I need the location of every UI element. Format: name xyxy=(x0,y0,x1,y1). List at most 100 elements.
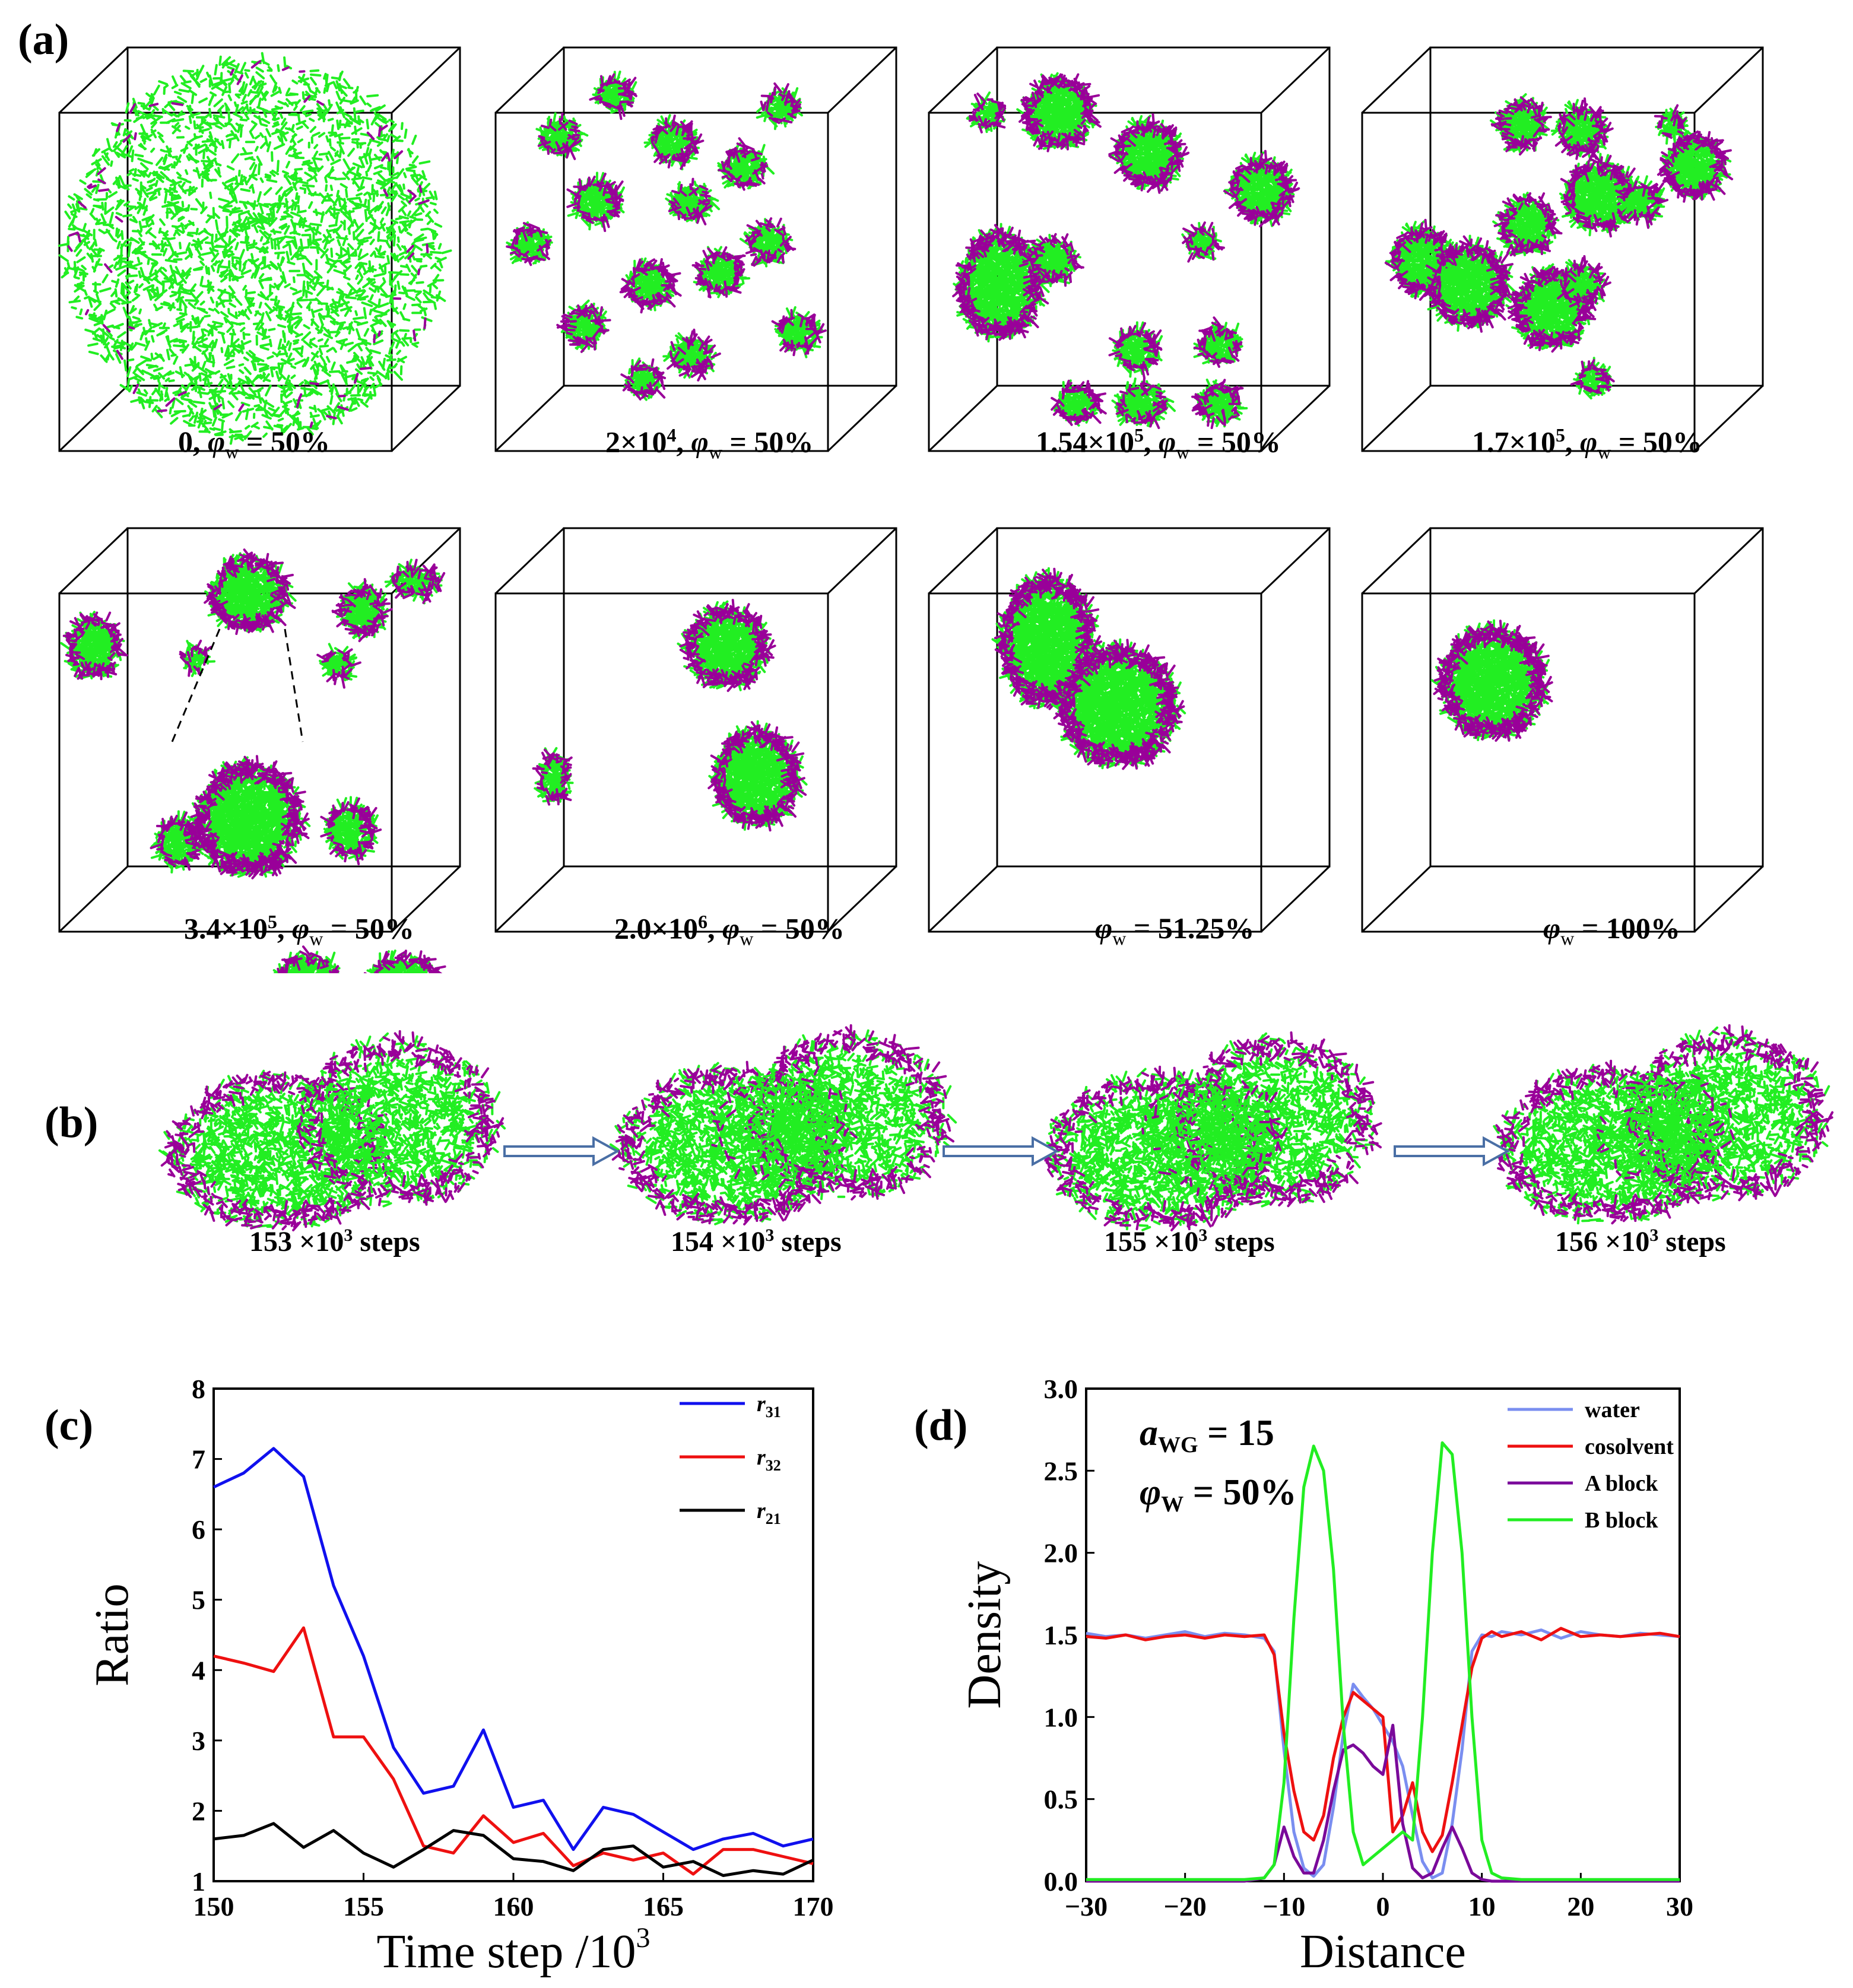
panel-b: (b) xyxy=(0,997,1853,1306)
x-tick-label: 10 xyxy=(1468,1891,1496,1922)
frame-label: 153 ×103 steps xyxy=(249,1225,420,1257)
polymer-aggregate xyxy=(1654,104,1689,145)
polymer-aggregate xyxy=(566,172,625,232)
x-tick-label: −10 xyxy=(1262,1891,1305,1922)
aggregate-frame xyxy=(158,1030,506,1231)
legend-item: r21 xyxy=(680,1498,781,1527)
polymer-aggregate xyxy=(1111,377,1176,430)
polymer-aggregate xyxy=(506,221,553,266)
polymer-aggregate xyxy=(1223,150,1300,228)
x-tick-label: 160 xyxy=(493,1891,534,1922)
annotation-phi: φW = 50% xyxy=(1140,1472,1297,1517)
polymer-aggregate xyxy=(1016,72,1102,153)
y-axis-title: Density xyxy=(959,1561,1011,1709)
polymer-aggregate xyxy=(665,177,721,226)
simulation-box xyxy=(928,46,1331,452)
polymer-aggregate xyxy=(589,70,637,120)
series-line-A-block xyxy=(1086,1723,1680,1883)
snapshot-label: 3.4×105, φw = 50% xyxy=(184,911,414,949)
panel-d-tag: (d) xyxy=(914,1401,968,1450)
polymer-aggregate xyxy=(620,357,667,401)
snapshot-label: 1.7×105, φw = 50% xyxy=(1472,424,1702,463)
polymer-aggregate xyxy=(316,643,361,689)
simulation-box xyxy=(58,527,461,973)
ratio-chart: 150 155 160 165 170 1 2 3 4 5 6 7 8 Ratio Time step /1… xyxy=(86,1374,834,1978)
y-tick-label: 0.5 xyxy=(1044,1784,1078,1815)
y-tick-label: 8 xyxy=(192,1374,205,1404)
y-tick-label: 5 xyxy=(192,1585,205,1615)
simulation-box xyxy=(494,46,897,452)
x-tick-label: 0 xyxy=(1376,1891,1390,1922)
legend-item: A block xyxy=(1508,1471,1658,1496)
polymer-aggregate xyxy=(643,114,705,171)
arrow-icon xyxy=(503,1136,620,1167)
polymer-aggregate xyxy=(1490,93,1552,156)
micelle-fusion-sequence xyxy=(158,1024,1834,1231)
frame-label: 155 ×103 steps xyxy=(1104,1225,1275,1257)
polymer-aggregate xyxy=(677,599,776,693)
y-tick-label: 2.0 xyxy=(1044,1538,1078,1568)
polymer-aggregate xyxy=(1657,129,1734,203)
legend-item: r31 xyxy=(680,1392,781,1421)
x-axis-title: Distance xyxy=(1300,1926,1466,1978)
polymer-aggregate xyxy=(717,137,775,191)
x-tick-label: 20 xyxy=(1567,1891,1594,1922)
polymer-aggregate xyxy=(320,796,382,865)
polymer-aggregate xyxy=(1051,638,1186,770)
polymer-aggregate xyxy=(952,223,1050,343)
polymer-aggregate xyxy=(1505,263,1597,353)
frame-label: 154 ×103 steps xyxy=(671,1225,842,1257)
simulation-box xyxy=(58,46,461,452)
legend-label: r31 xyxy=(757,1392,781,1421)
polymer-aggregate xyxy=(60,611,128,681)
frame-label: 156 ×103 steps xyxy=(1555,1225,1726,1257)
polymer-aggregate xyxy=(1553,255,1611,313)
legend-label: A block xyxy=(1585,1471,1658,1496)
y-tick-label: 4 xyxy=(192,1655,205,1685)
aggregate-frame xyxy=(1490,1024,1834,1225)
polymer-aggregate xyxy=(363,949,446,973)
y-tick-label: 3.0 xyxy=(1044,1374,1078,1404)
polymer-aggregate xyxy=(1550,97,1614,162)
x-tick-label: 170 xyxy=(793,1891,834,1922)
polymer-aggregate xyxy=(1193,316,1243,368)
polymer-aggregate xyxy=(1585,1064,1741,1190)
y-tick-label: 1 xyxy=(192,1866,205,1897)
polymer-aggregate xyxy=(662,328,721,382)
polymer-aggregate xyxy=(1191,378,1248,430)
polymer-aggregate xyxy=(704,1063,859,1189)
polymer-aggregate xyxy=(756,82,803,131)
polymer-aggregate xyxy=(1424,234,1516,333)
polymer-aggregate xyxy=(707,720,808,832)
polymer-aggregate xyxy=(272,945,341,973)
polymer-aggregate xyxy=(58,52,452,445)
polymer-aggregate xyxy=(1051,379,1107,427)
polymer-aggregate xyxy=(187,755,311,879)
panel-a: (a) 0, φw = 50% 2×104, φw = 50% 1.54×105, … xyxy=(0,0,1853,973)
polymer-aggregate xyxy=(1615,175,1669,229)
snapshot-label: 1.54×105, φw = 50% xyxy=(1036,424,1281,463)
aggregate-frame xyxy=(1040,1031,1382,1231)
snapshot-label: 2.0×106, φw = 50% xyxy=(614,911,845,949)
x-tick-label: 155 xyxy=(343,1891,384,1922)
snapshot-label: 0, φw = 50% xyxy=(178,425,330,462)
polymer-aggregate xyxy=(1108,321,1163,380)
panel-a-tag: (a) xyxy=(18,15,69,64)
polymer-aggregate xyxy=(619,257,682,314)
simulation-box xyxy=(1361,46,1764,452)
polymer-aggregate xyxy=(535,112,589,160)
y-tick-label: 7 xyxy=(192,1444,205,1475)
snapshot-label: φw = 51.25% xyxy=(1095,912,1255,949)
polymer-aggregate xyxy=(532,747,574,806)
series-line-r xyxy=(213,1626,814,1876)
polymer-aggregate xyxy=(1108,113,1190,194)
y-tick-label: 2 xyxy=(192,1796,205,1826)
polymer-aggregate xyxy=(1021,233,1084,287)
annotation-awg: aWG = 15 xyxy=(1140,1413,1274,1457)
simulation-box xyxy=(928,527,1331,933)
series-line-r xyxy=(213,1822,814,1877)
polymer-aggregate xyxy=(204,548,297,635)
snapshot-label: φw = 100% xyxy=(1543,912,1680,949)
legend-label: B block xyxy=(1585,1508,1658,1533)
x-tick-label: 150 xyxy=(193,1891,234,1922)
